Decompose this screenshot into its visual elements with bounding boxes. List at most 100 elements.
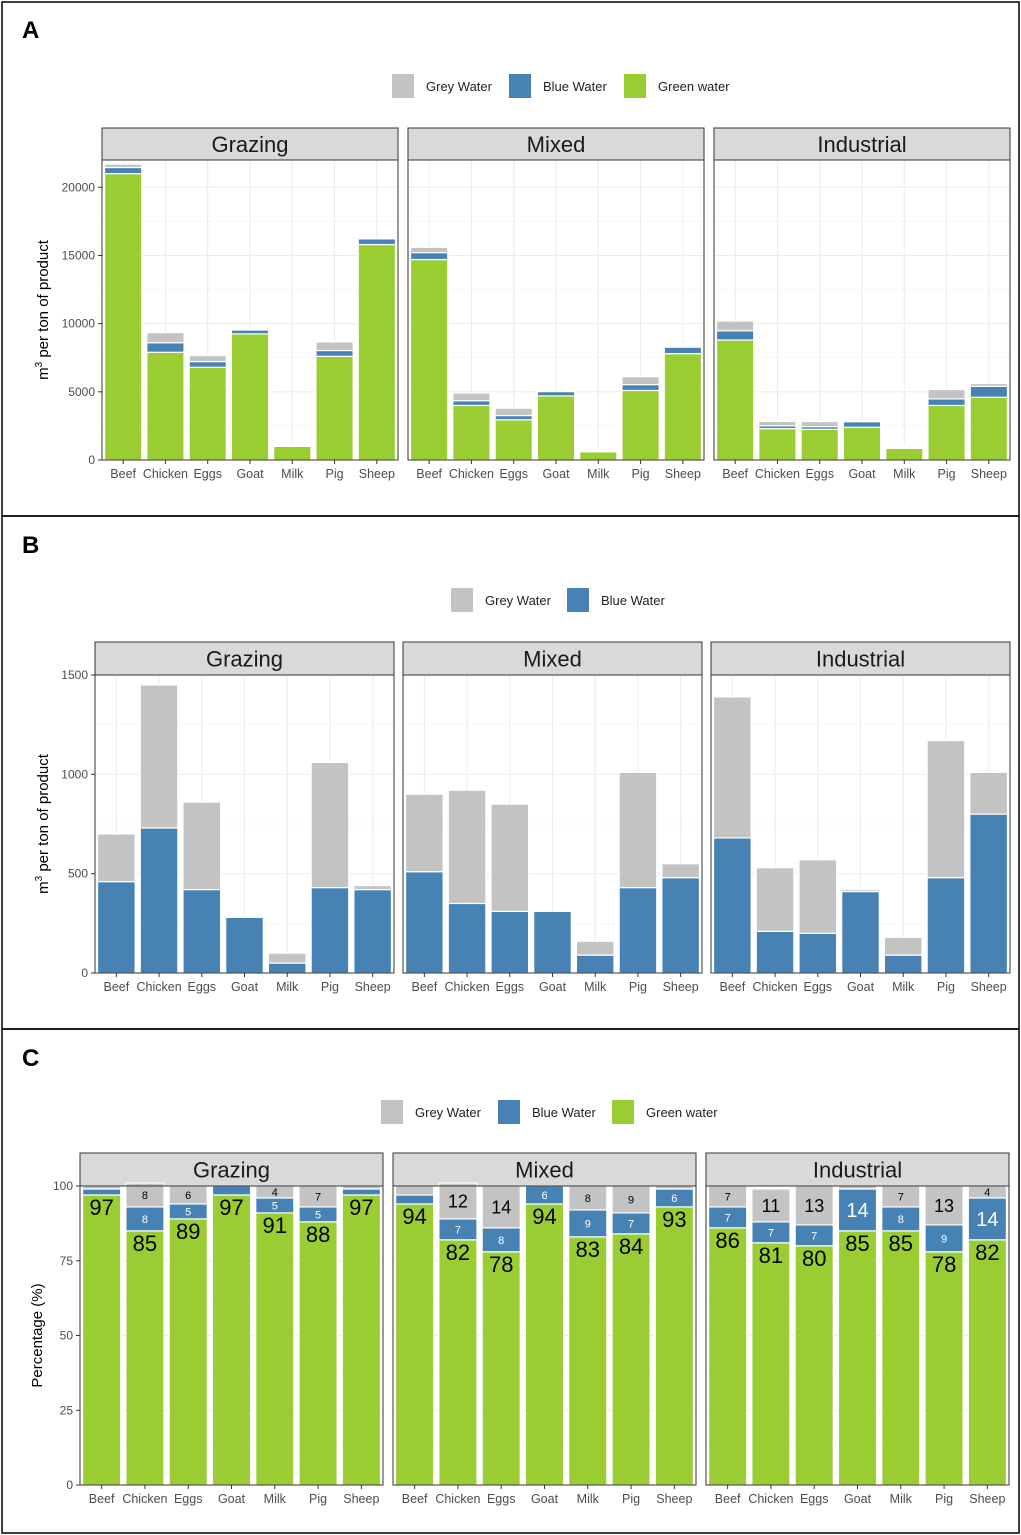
- bar-sheep-green: [654, 1206, 695, 1486]
- y-tick-label: 20000: [62, 180, 96, 194]
- bar-eggs-blue: [182, 888, 222, 974]
- x-tick-label: Pig: [326, 467, 344, 481]
- bar-eggs-grey: [798, 859, 838, 934]
- label-green-beef: 97: [89, 1195, 113, 1220]
- bar-milk-grey: [885, 445, 924, 448]
- x-tick-label: Beef: [89, 1492, 115, 1506]
- bar-milk-blue: [568, 1209, 608, 1238]
- panel-C: C Grey Water Blue Water Green water Percenta…: [1, 1028, 1020, 1534]
- label-grey-chicken: 8: [142, 1190, 148, 1202]
- label-green-chicken: 81: [759, 1243, 783, 1268]
- bar-goat-green: [536, 395, 576, 461]
- y-axis-title: m3 per ton of product: [34, 753, 52, 894]
- label-green-sheep: 93: [662, 1207, 686, 1232]
- bar-chicken-green: [758, 428, 797, 461]
- facet-industrial: Industrial 86 7 7 81 7 11 80 7 13 85 14 85 8 7 78 9 13 82 1…: [705, 1152, 1010, 1506]
- bar-pig-green: [621, 389, 660, 461]
- label-blue-pig: 7: [628, 1218, 634, 1230]
- y-axis: 0 500 1000 1500: [61, 668, 95, 980]
- bars: [96, 684, 393, 974]
- bar-beef-grey: [394, 1185, 435, 1196]
- x-tick-label: Eggs: [805, 467, 834, 481]
- y-tick-label: 75: [60, 1254, 74, 1268]
- label-grey-eggs: 14: [491, 1197, 511, 1217]
- facet-title: Grazing: [193, 1158, 270, 1183]
- legend-swatch-blue: [498, 1100, 520, 1124]
- bar-sheep-green: [341, 1194, 382, 1486]
- x-tick-label: Sheep: [969, 1492, 1005, 1506]
- data-labels: 94 82 7 12 78 8 14 94 6 83 9 8 84 7 9 93 6: [402, 1190, 686, 1277]
- x-axis: Beef Chicken Eggs Goat Milk Pig Sheep: [411, 973, 699, 994]
- y-tick-label: 100: [53, 1179, 73, 1193]
- x-tick-label: Sheep: [663, 980, 699, 994]
- bar-sheep-grey: [969, 771, 1009, 815]
- x-tick-label: Milk: [890, 1492, 913, 1506]
- bar-eggs-green: [168, 1218, 208, 1486]
- x-tick-label: Milk: [587, 467, 610, 481]
- x-tick-label: Milk: [264, 1492, 287, 1506]
- x-tick-label: Goat: [847, 980, 875, 994]
- bar-beef-green: [81, 1194, 122, 1486]
- bar-goat-grey: [841, 888, 880, 893]
- bar-goat-blue: [533, 910, 572, 974]
- facet-title: Mixed: [527, 132, 586, 157]
- bar-goat-blue: [211, 1185, 252, 1196]
- legend-label-green: Green water: [658, 79, 730, 94]
- label-green-sheep: 82: [975, 1240, 999, 1265]
- x-tick-label: Beef: [715, 1492, 741, 1506]
- bar-eggs-green: [800, 428, 839, 461]
- label-green-eggs: 89: [176, 1219, 200, 1244]
- bar-milk-green: [881, 1230, 921, 1486]
- bar-beef-green: [409, 258, 449, 461]
- label-green-goat: 85: [845, 1231, 869, 1256]
- bar-eggs-green: [481, 1251, 521, 1486]
- facet-strip: [407, 127, 705, 161]
- label-green-beef: 86: [715, 1228, 739, 1253]
- bar-beef-green: [394, 1203, 435, 1486]
- bars: [81, 1182, 382, 1486]
- bar-pig-grey: [315, 341, 354, 352]
- x-tick-label: Sheep: [665, 467, 701, 481]
- x-tick-label: Pig: [632, 467, 650, 481]
- facet-strip: [713, 127, 1011, 161]
- legend-label-blue: Blue Water: [601, 593, 665, 608]
- y-axis: 0 25 50 75 100: [53, 1179, 80, 1492]
- x-tick-label: Sheep: [359, 467, 395, 481]
- label-grey-pig: 13: [934, 1196, 954, 1216]
- bar-pig-grey: [927, 388, 966, 400]
- bar-pig-green: [927, 404, 966, 461]
- facet-industrial: Industrial Beef Chicken Eggs Goat Milk Pig Shee…: [713, 127, 1011, 481]
- bar-pig-green: [315, 355, 354, 461]
- bar-milk-blue: [883, 954, 923, 974]
- label-blue-milk: 8: [898, 1214, 904, 1226]
- x-tick-label: Goat: [844, 1492, 872, 1506]
- facet-title: Industrial: [813, 1158, 902, 1183]
- bar-eggs-grey: [188, 354, 227, 363]
- bar-sheep-green: [357, 243, 397, 461]
- label-green-eggs: 78: [489, 1252, 513, 1277]
- label-grey-eggs: 6: [185, 1190, 191, 1202]
- bar-chicken-green: [125, 1230, 165, 1486]
- facet-strip: [79, 1152, 384, 1187]
- x-tick-label: Beef: [110, 467, 136, 481]
- panel-B: B Grey Water Blue Water m3 per ton of produ…: [1, 515, 1020, 1030]
- bar-beef-blue: [103, 166, 143, 175]
- bar-eggs-blue: [188, 360, 227, 368]
- label-blue-beef: 7: [725, 1212, 731, 1224]
- bar-goat-green: [230, 333, 270, 461]
- label-green-pig: 78: [932, 1252, 956, 1277]
- x-tick-label: Sheep: [971, 980, 1007, 994]
- bar-pig-grey: [926, 739, 966, 879]
- label-blue-sheep: 6: [671, 1193, 677, 1205]
- legend-swatch-grey: [451, 588, 473, 612]
- bar-sheep-grey: [663, 345, 703, 348]
- bars: [707, 1185, 1008, 1486]
- x-tick-label: Eggs: [499, 467, 528, 481]
- facet-strip: [402, 641, 703, 676]
- x-tick-label: Pig: [622, 1492, 640, 1506]
- y-tick-label: 1500: [61, 668, 88, 682]
- x-tick-label: Pig: [935, 1492, 953, 1506]
- bar-sheep-blue: [969, 813, 1009, 974]
- x-tick-label: Sheep: [355, 980, 391, 994]
- bar-milk-green: [568, 1236, 608, 1486]
